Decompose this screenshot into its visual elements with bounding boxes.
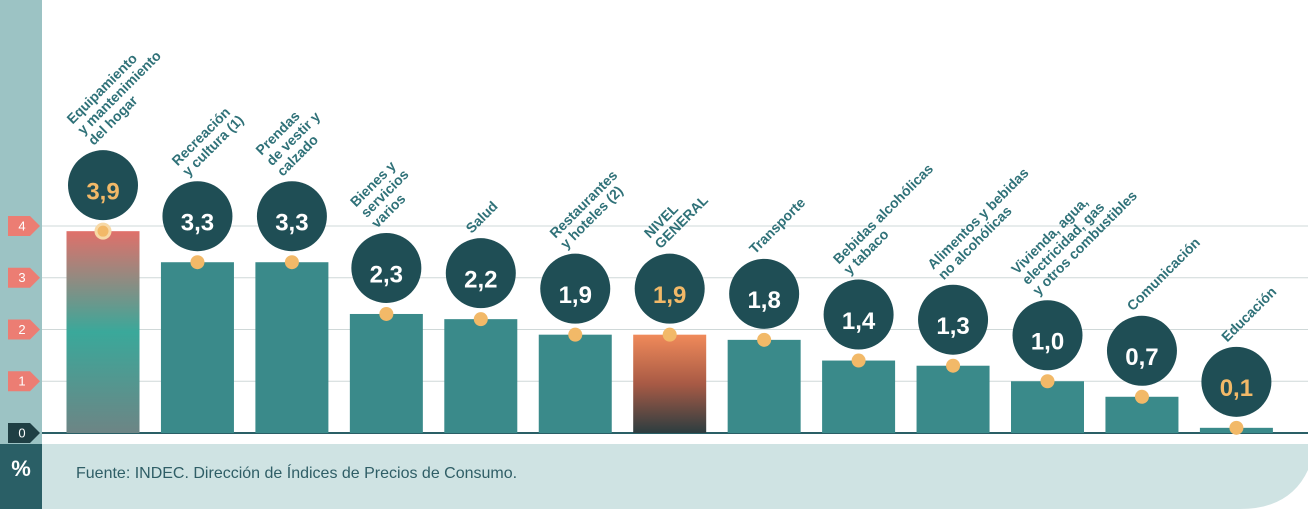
- value-badge: [1106, 315, 1177, 386]
- tick-marker: [8, 319, 40, 340]
- value-label: 1,0: [1031, 329, 1064, 356]
- tick-marker: [8, 371, 40, 392]
- category-label: Educación: [1218, 283, 1279, 344]
- bar-dot: [757, 332, 772, 347]
- bar-dot: [1040, 374, 1055, 389]
- tick-marker: [8, 216, 40, 236]
- bar-dot: [1229, 420, 1244, 435]
- category-label: Equipamientoy mantenimientodel hogar: [63, 37, 174, 148]
- bar-dot: [851, 353, 866, 368]
- value-label: 1,3: [936, 313, 969, 340]
- value-label: 2,2: [464, 266, 497, 293]
- bar-dot: [662, 327, 677, 342]
- bar: [916, 365, 990, 433]
- bar: [822, 360, 896, 433]
- value-badge: [162, 181, 233, 252]
- bar: [255, 262, 329, 433]
- value-badge: [256, 181, 327, 252]
- value-label: 1,8: [747, 287, 780, 314]
- value-badge: [540, 253, 611, 324]
- bar-dot: [190, 255, 205, 270]
- bar: [727, 339, 801, 433]
- value-badge: [1012, 300, 1083, 371]
- value-label: 3,3: [275, 210, 308, 237]
- bar-dot: [568, 327, 583, 342]
- source: Fuente: INDEC. Dirección de Índices de P…: [76, 463, 517, 482]
- bar-dot: [379, 306, 394, 321]
- value-badge: [1201, 346, 1272, 417]
- category-label: Comunicación: [1123, 234, 1203, 314]
- value-label: 3,9: [86, 179, 119, 206]
- value-badge: [634, 253, 705, 324]
- unit-box: [0, 444, 42, 509]
- bar: [160, 262, 234, 433]
- value-label: 0,7: [1125, 344, 1158, 371]
- y-tick-label: 4: [18, 218, 25, 233]
- y-tick-label: 1: [18, 374, 25, 389]
- y-tick-label: 2: [18, 322, 25, 337]
- category-label: Salud: [462, 198, 500, 236]
- category-label: Restaurantesy hoteles (2): [546, 167, 631, 252]
- category-label: Recreacióny cultura (1): [168, 101, 246, 179]
- bar: [633, 334, 707, 433]
- value-badge: [351, 232, 422, 303]
- value-badge: [918, 284, 989, 355]
- value-label: 1,4: [842, 308, 876, 335]
- tick-marker: [8, 267, 40, 288]
- bar: [538, 334, 612, 433]
- value-badge: [445, 238, 516, 309]
- value-label: 1,9: [559, 282, 592, 309]
- value-badge: [68, 150, 138, 221]
- bar: [1011, 381, 1084, 433]
- bar-dot: [473, 312, 488, 327]
- bar-dot: [284, 255, 299, 270]
- source-band: [42, 444, 1308, 509]
- tick-marker: [8, 423, 40, 443]
- value-badge: [823, 279, 894, 350]
- category-label: Prendasde vestir ycalzado: [252, 97, 334, 179]
- bar-dot: [946, 358, 961, 373]
- category-label: Transporte: [746, 194, 809, 257]
- unit-label: %: [11, 456, 31, 481]
- bar: [349, 313, 423, 433]
- bar-dot: [1134, 389, 1149, 404]
- category-label: Bienes yserviciosvarios: [347, 155, 423, 231]
- value-label: 3,3: [181, 210, 214, 237]
- value-label: 2,3: [370, 261, 403, 288]
- bar-dot: [94, 222, 112, 240]
- value-badge: [729, 258, 800, 329]
- bar: [66, 231, 140, 433]
- category-label: NIVELGENERAL: [641, 181, 712, 252]
- y-tick-label: 0: [18, 425, 25, 440]
- value-label: 1,9: [653, 282, 686, 309]
- bar: [444, 319, 518, 433]
- y-tick-label: 3: [18, 270, 25, 285]
- value-label: 0,1: [1220, 375, 1253, 402]
